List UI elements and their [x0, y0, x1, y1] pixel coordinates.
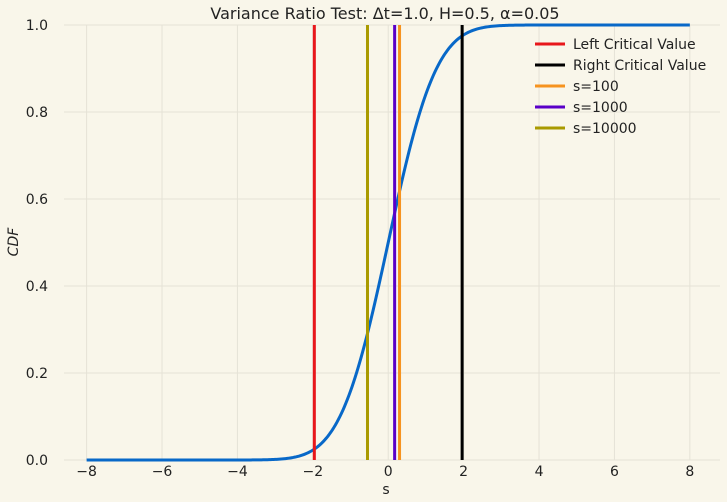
- chart-title: Variance Ratio Test: Δt=1.0, H=0.5, α=0.…: [210, 4, 559, 23]
- y-tick-label: 0.8: [26, 105, 48, 121]
- x-tick-label: 0: [384, 464, 393, 480]
- legend-label: s=10000: [573, 121, 637, 137]
- x-tick-label: −2: [303, 464, 324, 480]
- legend-label: s=100: [573, 79, 619, 95]
- x-axis-label: s: [382, 482, 389, 498]
- y-tick-label: 0.2: [26, 366, 48, 382]
- legend-label: Left Critical Value: [573, 37, 696, 53]
- x-axis-ticks: −8 −6 −4 −2 0 2 4 6 8: [76, 464, 694, 480]
- y-tick-label: 0.4: [26, 279, 48, 295]
- x-tick-label: −8: [76, 464, 97, 480]
- x-tick-label: −4: [227, 464, 248, 480]
- y-tick-label: 0.6: [26, 192, 48, 208]
- y-tick-label: 0.0: [26, 453, 48, 469]
- x-tick-label: 6: [610, 464, 619, 480]
- x-tick-label: 2: [459, 464, 468, 480]
- x-tick-label: 4: [535, 464, 544, 480]
- x-tick-label: 8: [685, 464, 694, 480]
- cdf-curve-layer: [86, 23, 690, 462]
- y-tick-label: 1.0: [26, 18, 48, 34]
- y-axis-ticks: 0.0 0.2 0.4 0.6 0.8 1.0: [26, 18, 48, 469]
- legend: Left Critical Value Right Critical Value s…: [535, 37, 706, 137]
- x-tick-label: −6: [152, 464, 173, 480]
- legend-label: s=1000: [573, 100, 628, 116]
- y-axis-label: CDF: [6, 227, 22, 257]
- legend-label: Right Critical Value: [573, 58, 706, 74]
- vertical-lines: [312, 25, 464, 460]
- cdf-curve: [86, 23, 690, 462]
